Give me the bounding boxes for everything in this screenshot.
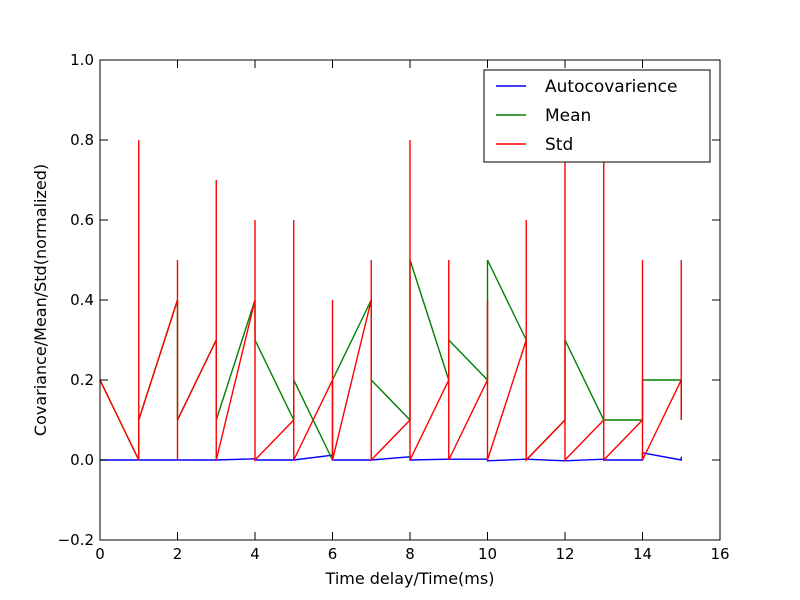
- y-tick-label: 0.8: [70, 131, 94, 149]
- legend-label: Autocovarience: [545, 77, 677, 97]
- y-tick-label: 1.0: [70, 51, 94, 69]
- x-tick-label: 4: [250, 545, 260, 563]
- y-axis-label: Covariance/Mean/Std(normalized): [31, 164, 50, 436]
- x-tick-label: 8: [405, 545, 415, 563]
- x-tick-label: 6: [328, 545, 338, 563]
- y-tick-label: 0.4: [70, 291, 94, 309]
- legend-label: Std: [545, 135, 573, 155]
- x-tick-label: 14: [633, 545, 652, 563]
- series-lines: [99, 140, 682, 462]
- series-line-3: [99, 140, 682, 462]
- series-line-1: [100, 451, 682, 462]
- legend-label: Mean: [545, 106, 591, 126]
- axis-ticks: 0 2 4 6 8 10 12 14 16 −0.2 0.0 0.2 0.4 0.6 0.8 1.0: [58, 51, 730, 563]
- y-tick-label: −0.2: [58, 531, 94, 549]
- x-tick-label: 0: [95, 545, 105, 563]
- x-tick-label: 16: [710, 545, 729, 563]
- x-tick-label: 12: [555, 545, 574, 563]
- x-axis-label: Time delay/Time(ms): [325, 569, 495, 588]
- y-tick-label: 0.0: [70, 451, 94, 469]
- y-tick-label: 0.6: [70, 211, 94, 229]
- x-tick-label: 2: [173, 545, 183, 563]
- y-tick-label: 0.2: [70, 371, 94, 389]
- legend: Autocovarience Mean Std: [483, 69, 711, 163]
- x-tick-label: 10: [478, 545, 497, 563]
